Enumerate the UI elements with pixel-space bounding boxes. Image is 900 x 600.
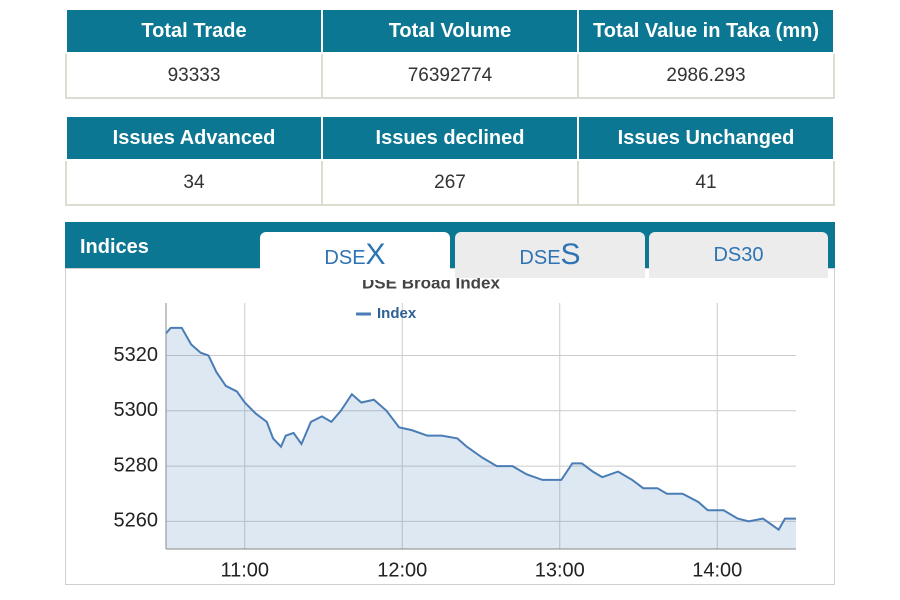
- x-tick-label: 11:00: [220, 559, 269, 581]
- header-cell: Issues Unchanged: [577, 115, 835, 161]
- tab[interactable]: DSES: [455, 232, 645, 278]
- tab-label: S: [560, 238, 581, 271]
- indices-title: Indices: [80, 236, 149, 258]
- header-cell: Total Volume: [321, 8, 579, 54]
- tab-label: X: [365, 238, 386, 271]
- x-tick-label: 14:00: [692, 559, 742, 581]
- y-tick-label: 5280: [114, 454, 159, 476]
- tab[interactable]: DS30: [649, 232, 828, 278]
- header-cell: Total Value in Taka (mn): [577, 8, 835, 54]
- tab-label: DSE: [324, 247, 366, 269]
- value-cell: 2986.293: [577, 52, 835, 99]
- value-cell: 76392774: [321, 52, 579, 99]
- area: [166, 327, 796, 549]
- line: [165, 326, 796, 532]
- value-cell: 34: [65, 159, 323, 206]
- y-tick-label: 5300: [114, 399, 159, 421]
- value-cell: 41: [577, 159, 835, 206]
- x-tick-label: 12:00: [377, 559, 427, 581]
- issues-table: Issues Advanced Issues declined Issues Unc…: [65, 115, 835, 206]
- tab[interactable]: DSEX: [260, 232, 450, 280]
- header-cell: Issues Advanced: [65, 115, 323, 161]
- tab-label: DSE: [519, 247, 561, 269]
- value-cell: 93333: [65, 52, 323, 99]
- y-tick-label: 5260: [114, 510, 159, 532]
- legend-label: Index: [377, 305, 417, 322]
- y-tick-label: 5320: [114, 344, 159, 366]
- x-tick-label: 13:00: [535, 559, 585, 581]
- tab-label: DS30: [713, 244, 764, 266]
- header-cell: Issues declined: [321, 115, 579, 161]
- header-cell: Total Trade: [65, 8, 323, 54]
- value-cell: 267: [321, 159, 579, 206]
- summary-table: Total Trade Total Volume Total Value in Ta…: [65, 8, 835, 99]
